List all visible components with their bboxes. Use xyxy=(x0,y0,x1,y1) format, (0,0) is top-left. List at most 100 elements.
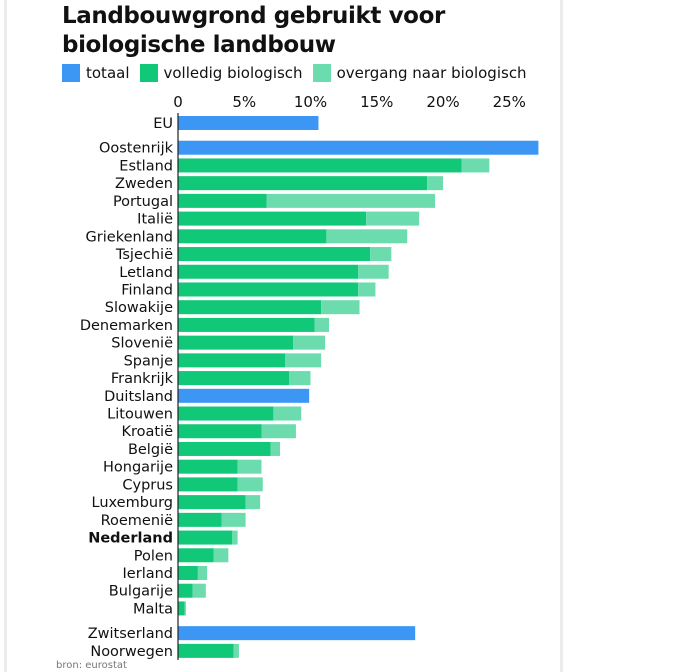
category-label: Litouwen xyxy=(107,407,173,423)
bar-volledig xyxy=(178,300,322,315)
bar-overgang xyxy=(197,566,208,580)
bar-volledig xyxy=(178,211,367,226)
bar-volledig xyxy=(178,424,262,439)
category-label: Ierland xyxy=(123,566,173,582)
bar-overgang xyxy=(366,211,420,226)
bar-overgang xyxy=(245,495,261,510)
x-tick-label: 20% xyxy=(426,93,459,111)
bar-overgang xyxy=(266,193,436,208)
x-tick-label: 0 xyxy=(173,93,183,111)
bar-overgang xyxy=(358,282,376,297)
right-frame-line xyxy=(560,0,563,672)
bar-overgang xyxy=(285,353,322,368)
bar-overgang xyxy=(261,424,296,439)
bar-overgang xyxy=(461,158,490,173)
legend-label-totaal: totaal xyxy=(86,64,130,82)
bar-overgang xyxy=(270,441,281,456)
category-label: Kroatië xyxy=(121,424,173,440)
bar-volledig xyxy=(178,643,234,658)
legend-item-totaal: totaal xyxy=(62,64,130,82)
category-label: Estland xyxy=(119,158,173,174)
legend: totaal volledig biologisch overgang naar… xyxy=(62,64,537,82)
legend-item-volledig: volledig biologisch xyxy=(139,64,303,82)
legend-item-overgang: overgang naar biologisch xyxy=(312,64,527,82)
category-label: Nederland xyxy=(88,531,173,547)
bar-volledig xyxy=(178,495,246,510)
category-label: Hongarije xyxy=(103,460,173,476)
category-label: Letland xyxy=(119,265,173,281)
bar-volledig xyxy=(178,548,214,563)
bar-overgang xyxy=(273,406,302,421)
bar-overgang xyxy=(237,477,263,492)
bar-overgang xyxy=(221,512,246,527)
legend-label-overgang: overgang naar biologisch xyxy=(336,64,527,82)
category-label: Zwitserland xyxy=(88,626,173,642)
bar-volledig xyxy=(178,335,294,350)
category-label: Bulgarije xyxy=(109,584,173,600)
x-tick-label: 25% xyxy=(493,93,526,111)
bar-volledig xyxy=(178,406,274,421)
bar-volledig xyxy=(178,353,286,368)
bar-overgang xyxy=(370,247,392,262)
bar-overgang xyxy=(293,335,326,350)
category-label: Tsjechië xyxy=(115,247,173,263)
left-frame-line xyxy=(4,0,7,672)
bar-volledig xyxy=(178,176,428,191)
category-label: Denemarken xyxy=(80,318,173,334)
bar-overgang xyxy=(326,229,408,244)
bar-totaal xyxy=(178,116,319,130)
legend-swatch-volledig xyxy=(139,64,158,82)
category-label: Slowakije xyxy=(105,300,173,316)
category-label: Polen xyxy=(134,548,173,564)
bar-volledig xyxy=(178,601,185,616)
bar-overgang xyxy=(233,643,239,658)
legend-label-volledig: volledig biologisch xyxy=(163,64,303,82)
category-label: Roemenië xyxy=(101,513,173,529)
category-label: Oostenrijk xyxy=(99,141,174,157)
source-note: bron: eurostat xyxy=(56,660,127,671)
bar-totaal xyxy=(178,626,416,641)
bar-volledig xyxy=(178,477,238,492)
bar-overgang xyxy=(358,264,389,279)
bar-overgang xyxy=(289,371,311,386)
bar-volledig xyxy=(178,229,327,244)
category-label: Malta xyxy=(133,601,173,617)
bar-volledig xyxy=(178,441,271,456)
category-label: België xyxy=(128,442,173,458)
bar-volledig xyxy=(178,247,371,262)
legend-swatch-totaal xyxy=(62,64,80,82)
bar-volledig xyxy=(178,282,359,297)
category-label: Duitsland xyxy=(104,389,173,405)
category-label: Frankrijk xyxy=(111,371,174,387)
x-tick-label: 5% xyxy=(232,93,256,111)
category-label: Finland xyxy=(121,282,173,298)
category-label: Zweden xyxy=(115,176,173,192)
category-label: Portugal xyxy=(113,194,173,210)
category-label: EU xyxy=(153,116,173,132)
bar-volledig xyxy=(178,264,359,279)
chart-title: Landbouwgrond gebruikt voor biologische … xyxy=(62,3,445,58)
bar-volledig xyxy=(178,530,233,545)
bar-volledig xyxy=(178,158,462,173)
category-label: Luxemburg xyxy=(92,495,174,511)
category-label: Cyprus xyxy=(122,477,173,493)
bar-overgang xyxy=(192,583,206,598)
category-label: Italië xyxy=(137,212,173,228)
bar-overgang xyxy=(184,601,186,616)
bar-overgang xyxy=(321,300,360,315)
category-label: Noorwegen xyxy=(90,644,173,660)
legend-swatch-overgang xyxy=(312,64,331,82)
bar-volledig xyxy=(178,512,222,527)
category-label: Spanje xyxy=(124,353,174,369)
bar-volledig xyxy=(178,317,315,332)
x-tick-label: 15% xyxy=(360,93,393,111)
bar-volledig xyxy=(178,371,290,386)
bar-totaal xyxy=(178,388,310,403)
bar-volledig xyxy=(178,583,193,598)
category-label: Griekenland xyxy=(86,229,173,245)
bar-volledig xyxy=(178,459,238,474)
bar-totaal xyxy=(178,140,539,155)
bar-volledig xyxy=(178,566,198,580)
category-label: Slovenië xyxy=(111,336,173,352)
